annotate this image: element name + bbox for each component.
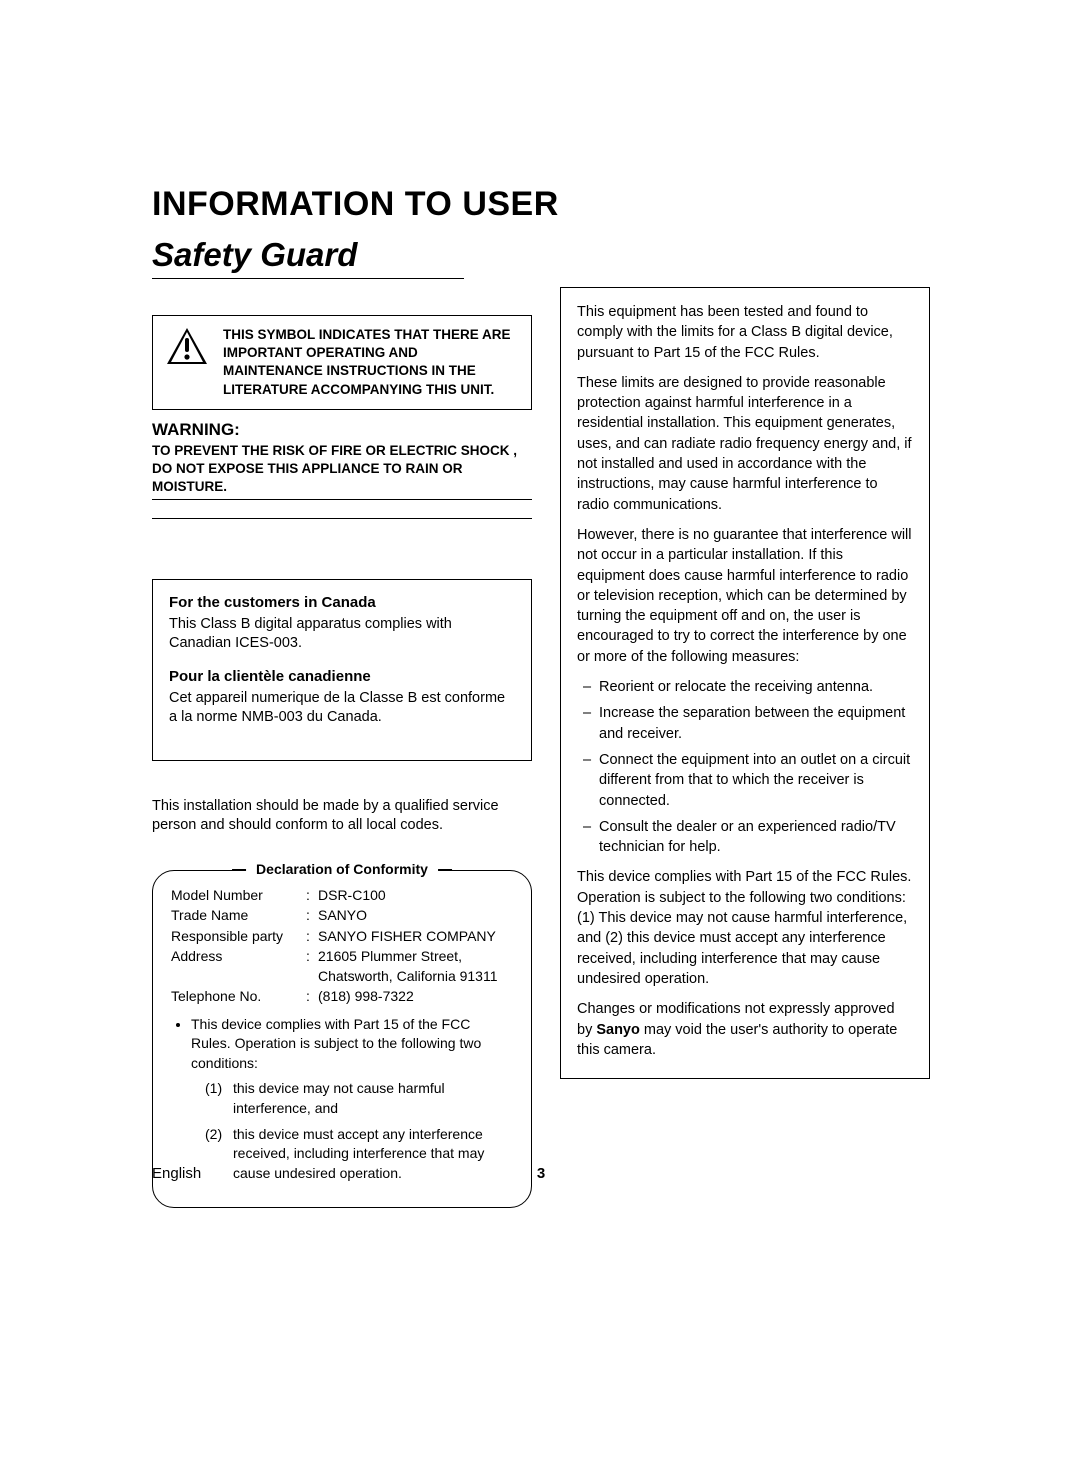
- doc-row-value: (818) 998-7322: [318, 986, 513, 1006]
- safety-guard-heading: Safety Guard: [152, 236, 464, 279]
- fcc-measure-item: Reorient or relocate the receiving anten…: [577, 677, 913, 697]
- doc-row-value: SANYO: [318, 905, 513, 925]
- declaration-of-conformity-box: Declaration of Conformity Model Number:D…: [152, 870, 532, 1209]
- canada-body-fr: Cet appareil numerique de la Classe B es…: [169, 689, 515, 728]
- divider-rule: [152, 499, 532, 500]
- doc-legend: Declaration of Conformity: [246, 861, 438, 877]
- doc-row-colon: :: [306, 946, 318, 987]
- main-title: INFORMATION TO USER: [152, 185, 930, 224]
- fcc-measures-list: Reorient or relocate the receiving anten…: [577, 677, 913, 857]
- doc-condition: (1) this device may not cause harmful int…: [205, 1079, 513, 1118]
- doc-bullet-list: This device complies with Part 15 of the…: [171, 1015, 513, 1074]
- page-number: 3: [526, 1165, 556, 1182]
- doc-row: Model Number:DSR-C100: [171, 885, 513, 905]
- doc-row: Telephone No.:(818) 998-7322: [171, 986, 513, 1006]
- doc-row-label: Trade Name: [171, 905, 306, 925]
- fcc-measure-item: Consult the dealer or an experienced rad…: [577, 817, 913, 858]
- footer-spacer: [556, 1165, 930, 1182]
- canada-heading-fr: Pour la clientèle canadienne: [169, 668, 515, 685]
- fcc-para-1: This equipment has been tested and found…: [577, 302, 913, 363]
- two-column-layout: THIS SYMBOL INDICATES THAT THERE ARE IMP…: [152, 287, 930, 1208]
- left-column: THIS SYMBOL INDICATES THAT THERE ARE IMP…: [152, 287, 532, 1208]
- canada-notice-box: For the customers in Canada This Class B…: [152, 579, 532, 761]
- doc-condition-num: (1): [205, 1079, 227, 1118]
- fcc-brand-bold: Sanyo: [596, 1022, 640, 1038]
- doc-row: Trade Name:SANYO: [171, 905, 513, 925]
- doc-row-colon: :: [306, 986, 318, 1006]
- fcc-measure-item: Increase the separation between the equi…: [577, 703, 913, 744]
- fcc-para-3: However, there is no guarantee that inte…: [577, 525, 913, 667]
- doc-row-label: Model Number: [171, 885, 306, 905]
- installation-note: This installation should be made by a qu…: [152, 797, 532, 836]
- doc-row: Address:21605 Plummer Street, Chatsworth…: [171, 946, 513, 987]
- doc-condition-text: this device may not cause harmful interf…: [233, 1079, 513, 1118]
- fcc-para-2: These limits are designed to provide rea…: [577, 373, 913, 515]
- fcc-info-box: This equipment has been tested and found…: [560, 287, 930, 1079]
- warning-block: WARNING: TO PREVENT THE RISK OF FIRE OR …: [152, 420, 532, 537]
- doc-row-colon: :: [306, 905, 318, 925]
- doc-row-label: Telephone No.: [171, 986, 306, 1006]
- warning-body: TO PREVENT THE RISK OF FIRE OR ELECTRIC …: [152, 442, 532, 497]
- doc-row-label: Address: [171, 946, 306, 987]
- footer-language: English: [152, 1165, 526, 1182]
- symbol-notice-text: THIS SYMBOL INDICATES THAT THERE ARE IMP…: [223, 326, 519, 399]
- doc-row-colon: :: [306, 926, 318, 946]
- doc-row-label: Responsible party: [171, 926, 306, 946]
- canada-heading-en: For the customers in Canada: [169, 594, 515, 611]
- fcc-measure-item: Connect the equipment into an outlet on …: [577, 750, 913, 811]
- warning-title: WARNING:: [152, 420, 532, 440]
- doc-row-value: SANYO FISHER COMPANY: [318, 926, 513, 946]
- doc-row-value: 21605 Plummer Street, Chatsworth, Califo…: [318, 946, 513, 987]
- right-column: This equipment has been tested and found…: [560, 287, 930, 1208]
- doc-row-colon: :: [306, 885, 318, 905]
- doc-row-value: DSR-C100: [318, 885, 513, 905]
- canada-body-en: This Class B digital apparatus complies …: [169, 615, 515, 654]
- doc-row: Responsible party:SANYO FISHER COMPANY: [171, 926, 513, 946]
- fcc-para-5: Changes or modifications not expressly a…: [577, 999, 913, 1060]
- symbol-notice-box: THIS SYMBOL INDICATES THAT THERE ARE IMP…: [152, 315, 532, 410]
- doc-bullet: This device complies with Part 15 of the…: [191, 1015, 513, 1074]
- page-footer: English 3: [152, 1165, 930, 1182]
- caution-triangle-icon: [165, 326, 209, 366]
- fcc-para-4: This device complies with Part 15 of the…: [577, 867, 913, 989]
- doc-rows: Model Number:DSR-C100Trade Name:SANYORes…: [171, 885, 513, 1007]
